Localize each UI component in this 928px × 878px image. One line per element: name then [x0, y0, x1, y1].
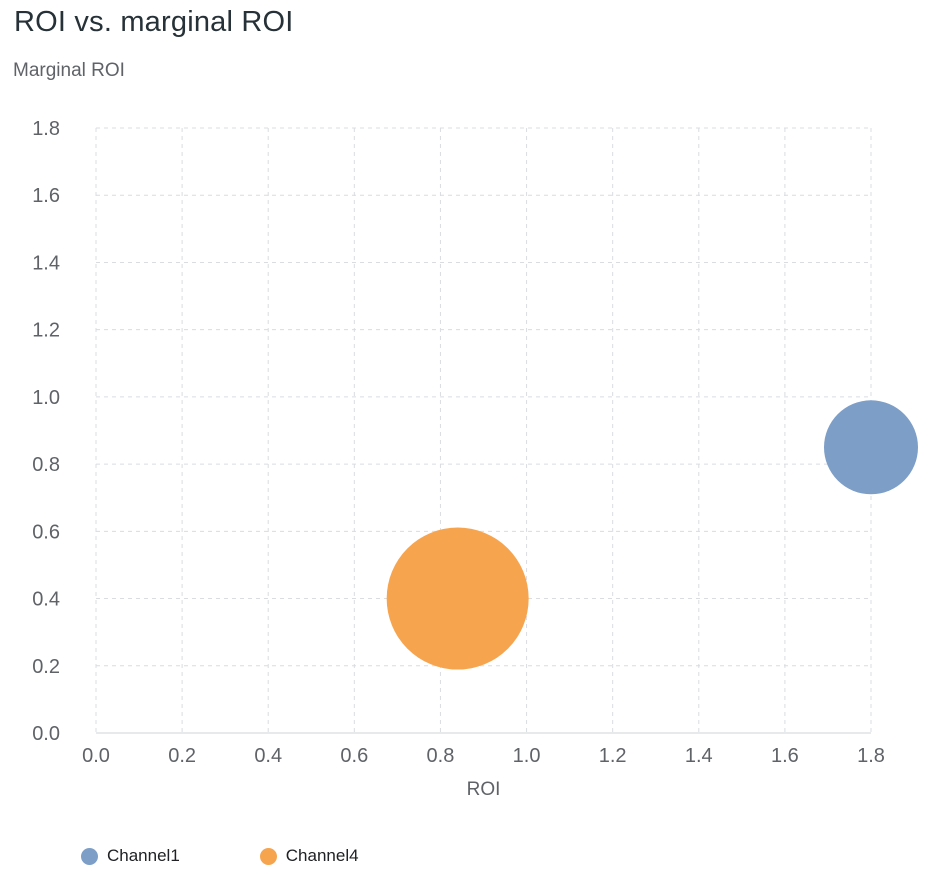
y-axis-title: Marginal ROI	[13, 60, 125, 81]
x-tick-label: 0.8	[427, 745, 455, 767]
x-tick-label: 0.0	[82, 745, 110, 767]
y-tick-label: 1.8	[32, 118, 60, 140]
y-tick-label: 0.8	[32, 454, 60, 476]
x-tick-label: 1.0	[513, 745, 541, 767]
bubble-channel1[interactable]	[824, 400, 918, 495]
legend-swatch-channel1	[81, 847, 98, 865]
y-tick-label: 0.0	[32, 723, 60, 745]
y-tick-label: 1.0	[32, 387, 60, 409]
y-tick-label: 1.4	[32, 252, 60, 274]
x-tick-label: 1.4	[685, 745, 713, 767]
x-tick-label: 1.8	[857, 745, 885, 767]
x-tick-label: 0.6	[340, 745, 368, 767]
bubble-chart-plot-area: 0.0 0.2 0.4 0.6 0.8 1.0 1.2 1.4 1.6 1.8 0.0 0.2 0.4 0…	[32, 118, 918, 767]
y-tick-label: 1.6	[32, 185, 60, 207]
legend-item-channel4[interactable]: Channel4	[259, 846, 359, 866]
x-tick-label: 1.6	[771, 745, 799, 767]
legend-item-channel1[interactable]: Channel1	[81, 846, 180, 866]
bubble-channel4[interactable]	[386, 527, 529, 670]
legend-swatch-channel4	[259, 847, 277, 865]
x-axis-title: ROI	[466, 779, 501, 800]
x-tick-label: 0.2	[168, 745, 196, 767]
chart-title: ROI vs. marginal ROI	[14, 6, 294, 38]
y-tick-label: 0.4	[32, 589, 60, 611]
legend-label-channel4: Channel4	[285, 846, 359, 865]
y-tick-label: 0.6	[32, 521, 60, 543]
chart-legend: Channel1 Channel4	[81, 846, 359, 866]
y-tick-label: 1.2	[32, 320, 60, 342]
x-tick-label: 1.2	[599, 745, 627, 767]
legend-label-channel1: Channel1	[107, 846, 180, 865]
y-tick-label: 0.2	[32, 656, 60, 678]
x-tick-label: 0.4	[254, 745, 282, 767]
